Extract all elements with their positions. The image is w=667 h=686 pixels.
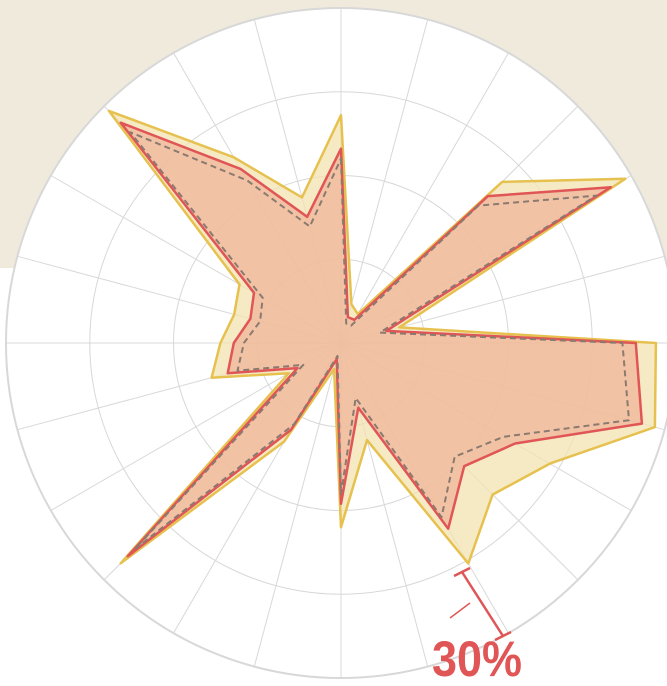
bracket-cap xyxy=(494,630,512,642)
series-area xyxy=(129,131,630,551)
bracket xyxy=(460,571,505,637)
grid-spoke xyxy=(253,342,342,667)
grid-spoke xyxy=(340,52,509,344)
grid-spoke xyxy=(340,19,429,344)
leader-line xyxy=(449,602,471,619)
bracket-cap xyxy=(453,566,471,578)
series-area xyxy=(119,121,644,558)
plot xyxy=(5,7,667,679)
annotation: 30% xyxy=(432,631,522,686)
